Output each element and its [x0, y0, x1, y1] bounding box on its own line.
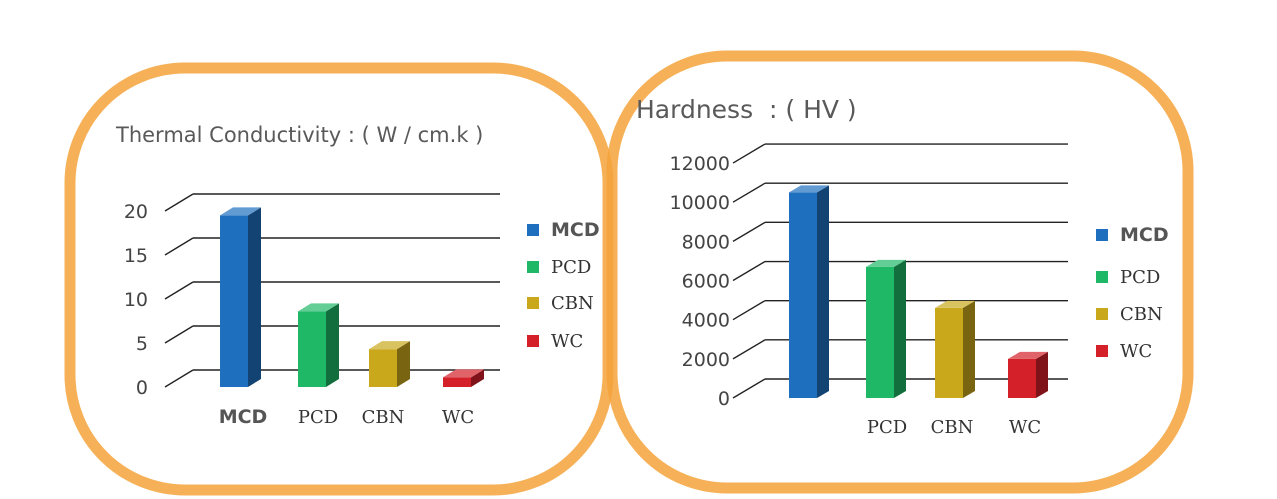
right-panel-frame: [606, 50, 1194, 494]
bar-mcd: [220, 207, 261, 387]
category-label: CBN: [362, 407, 405, 428]
bar-cbn: [935, 300, 975, 398]
legend: MCD PCD CBN WC: [527, 219, 600, 352]
bar-mcd: [789, 185, 829, 398]
bar-side: [248, 207, 261, 387]
legend-swatch: [527, 261, 539, 273]
y-tick-label: 8000: [682, 231, 730, 253]
gridline-diagonal: [164, 369, 194, 388]
bar-top: [935, 300, 975, 308]
x-categories: PCD CBN WC: [867, 417, 1041, 438]
gridline-diagonal: [164, 281, 194, 300]
bar-side: [894, 259, 906, 398]
legend-label: PCD: [1120, 267, 1160, 288]
y-tick-label: 6000: [682, 271, 730, 293]
legend-swatch: [1096, 308, 1108, 320]
legend-label: MCD: [551, 219, 600, 241]
category-label: WC: [1009, 417, 1041, 438]
bar-side: [1036, 351, 1048, 398]
bars: [789, 185, 1048, 398]
legend-label: MCD: [1120, 224, 1169, 246]
chart-title: Hardness : ( HV ): [636, 95, 857, 124]
bar-front: [1008, 358, 1036, 398]
y-tick-label: 4000: [682, 310, 730, 332]
bar-top: [298, 303, 339, 312]
category-label: PCD: [867, 417, 907, 438]
category-label: PCD: [298, 407, 338, 428]
gridline-diagonal: [164, 237, 194, 256]
category-label: MCD: [219, 406, 268, 428]
category-label: WC: [442, 407, 474, 428]
bar-top: [220, 207, 261, 216]
bar-side: [397, 341, 410, 387]
chart-title: Thermal Conductivity : ( W / cm.k ): [115, 123, 483, 147]
legend-swatch: [527, 297, 539, 309]
y-ticks: 0 2000 4000 6000 8000 10000 12000: [670, 153, 730, 410]
bar-wc: [443, 369, 484, 387]
legend-label: CBN: [551, 293, 594, 314]
bar-pcd: [298, 303, 339, 387]
legend-label: WC: [1120, 341, 1152, 362]
bar-top: [866, 259, 906, 267]
bar-side: [817, 185, 829, 398]
gridline-diagonal: [164, 193, 194, 212]
gridline-diagonal: [732, 339, 766, 360]
hardness-chart: Hardness : ( HV ) 0 2000 4000 6000 8000 10000…: [636, 95, 1169, 438]
y-tick-label: 0: [718, 388, 730, 410]
bar-wc: [1008, 351, 1048, 398]
bars: [220, 207, 484, 387]
bar-front: [298, 311, 326, 387]
y-tick-label: 10: [124, 289, 148, 311]
y-tick-label: 2000: [682, 349, 730, 371]
thermal-conductivity-chart: Thermal Conductivity : ( W / cm.k ) 0 5 10…: [115, 123, 600, 428]
bar-front: [443, 377, 471, 387]
legend-swatch: [1096, 271, 1108, 283]
bar-front: [369, 349, 397, 387]
y-tick-label: 12000: [670, 153, 730, 175]
y-tick-label: 10000: [670, 192, 730, 214]
x-categories: MCD PCD CBN WC: [219, 406, 474, 428]
gridline-diagonal: [732, 182, 766, 203]
bar-top: [443, 369, 484, 378]
y-ticks: 0 5 10 15 20: [124, 201, 148, 399]
gridline-diagonal: [732, 260, 766, 282]
legend-swatch: [527, 224, 539, 236]
gridline-diagonal: [732, 143, 766, 164]
bar-side: [963, 300, 975, 398]
gridline-diagonal: [732, 300, 766, 321]
legend-label: CBN: [1120, 304, 1163, 325]
bar-side: [326, 303, 339, 387]
gridline-diagonal: [732, 378, 766, 399]
legend-label: WC: [551, 331, 583, 352]
legend-swatch: [527, 335, 539, 347]
bar-side: [471, 369, 484, 387]
legend-label: PCD: [551, 257, 591, 278]
bar-front: [866, 266, 894, 398]
bar-front: [789, 192, 817, 398]
legend-swatch: [1096, 229, 1108, 241]
gridline-diagonal: [732, 221, 766, 242]
bar-cbn: [369, 341, 410, 387]
legend-swatch: [1096, 345, 1108, 357]
bar-top: [789, 185, 829, 193]
category-label: CBN: [931, 417, 974, 438]
y-tick-label: 20: [124, 201, 148, 223]
legend: MCD PCD CBN WC: [1096, 224, 1169, 362]
bar-front: [935, 307, 963, 398]
bar-pcd: [866, 259, 906, 398]
bar-top: [1008, 351, 1048, 359]
gridline-diagonal: [164, 325, 194, 344]
bar-top: [369, 341, 410, 350]
bar-front: [220, 215, 248, 387]
y-tick-label: 15: [124, 245, 148, 267]
y-tick-label: 5: [136, 333, 148, 355]
y-tick-label: 0: [136, 377, 148, 399]
